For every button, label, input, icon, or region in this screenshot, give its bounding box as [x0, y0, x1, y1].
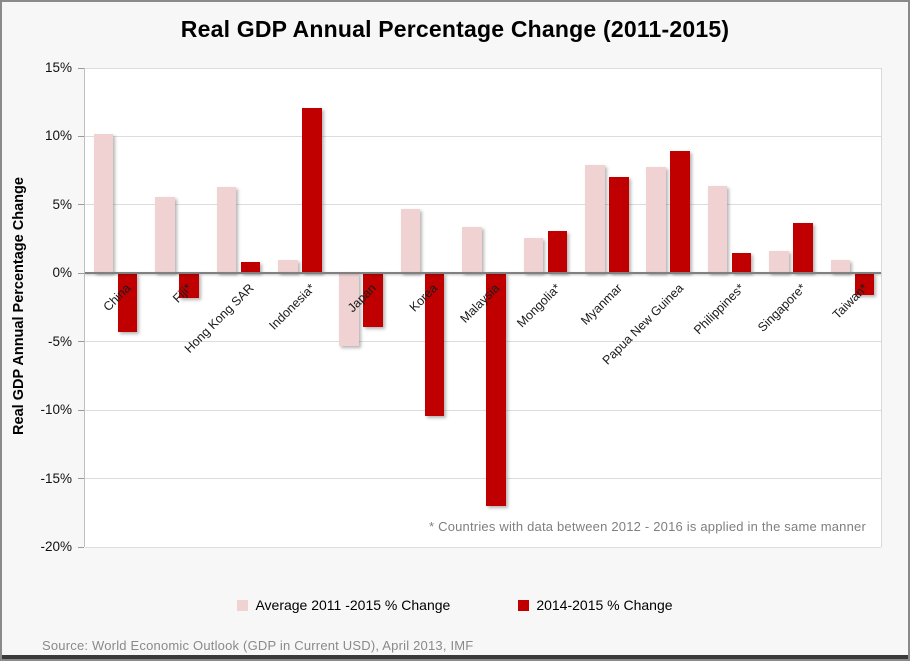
- y-tick-label: -5%: [47, 333, 72, 349]
- y-axis-tick: [78, 135, 84, 137]
- bar-average: [462, 226, 482, 274]
- legend-item: Average 2011 -2015 % Change: [237, 597, 450, 613]
- source-line: Source: World Economic Outlook (GDP in C…: [42, 638, 474, 653]
- x-category-label-text: Singapore*: [755, 281, 809, 335]
- bar-average: [830, 259, 851, 274]
- y-axis-tick: [78, 272, 84, 274]
- bar-recent: [179, 273, 199, 298]
- legend-swatch: [237, 599, 249, 611]
- bar-recent: [854, 273, 875, 296]
- y-axis-tick: [78, 409, 84, 411]
- gridline: [85, 341, 881, 343]
- legend-label: 2014-2015 % Change: [536, 597, 673, 613]
- x-category-label-text: Myanmar: [577, 281, 625, 329]
- y-axis-tick: [78, 478, 84, 480]
- gridline: [85, 546, 881, 548]
- y-axis-tick: [78, 204, 84, 206]
- gridline: [85, 478, 881, 480]
- y-axis-tick: [78, 341, 84, 343]
- bar-average: [400, 208, 421, 274]
- legend-item: 2014-2015 % Change: [518, 597, 673, 613]
- y-axis-tick: [78, 67, 84, 69]
- zero-axis-line: [85, 272, 881, 275]
- bar-average: [769, 251, 789, 274]
- bar-average: [93, 133, 114, 274]
- x-category-label-text: Indonesia*: [266, 281, 318, 333]
- bar-recent: [117, 273, 138, 333]
- y-tick-label: 0%: [52, 265, 72, 281]
- bar-recent: [670, 151, 690, 274]
- y-tick-label: -10%: [40, 402, 72, 418]
- bar-recent: [793, 222, 813, 274]
- gridline: [85, 67, 881, 69]
- bar-recent: [302, 107, 322, 274]
- bar-average: [585, 165, 605, 274]
- bar-recent: [547, 230, 568, 274]
- legend-label: Average 2011 -2015 % Change: [255, 597, 451, 613]
- chart-title: Real GDP Annual Percentage Change (2011-…: [180, 16, 730, 42]
- bar-average: [155, 196, 175, 274]
- bottom-edge-strip: [2, 655, 908, 659]
- gridline: [85, 204, 881, 206]
- bar-recent: [486, 273, 506, 506]
- y-tick-label: 10%: [44, 128, 72, 144]
- legend-swatch: [518, 599, 530, 611]
- bar-average: [523, 237, 544, 274]
- bar-recent: [731, 252, 752, 274]
- y-tick-label: 15%: [44, 60, 72, 75]
- y-axis-tick: [78, 546, 84, 548]
- gridline: [85, 409, 881, 411]
- gridline: [85, 135, 881, 137]
- y-tick-label: -20%: [40, 539, 72, 554]
- bar-average: [646, 166, 666, 274]
- y-tick-label: -15%: [40, 470, 72, 486]
- bar-recent: [240, 262, 261, 274]
- footnote: * Countries with data between 2012 - 201…: [429, 519, 866, 534]
- bar-average: [216, 187, 237, 274]
- y-axis-title: Real GDP Annual Percentage Change: [11, 177, 27, 435]
- bar-recent: [424, 273, 445, 416]
- x-category-label-text: Philippines*: [691, 281, 748, 338]
- bar-average: [278, 259, 298, 274]
- legend: Average 2011 -2015 % Change 2014-2015 % C…: [2, 597, 908, 613]
- x-category-label-text: Taiwan*: [829, 281, 871, 323]
- x-category-label-text: Mongolia*: [514, 281, 564, 331]
- bar-average: [707, 185, 728, 274]
- bar-recent: [609, 177, 629, 274]
- y-tick-label: 5%: [52, 196, 72, 212]
- bar-recent: [363, 273, 383, 327]
- bar-average: [339, 273, 359, 346]
- plot-area: 15% 10% 5% 0% -5% -10% -15% -20% China Fiji* Hong …: [40, 60, 882, 554]
